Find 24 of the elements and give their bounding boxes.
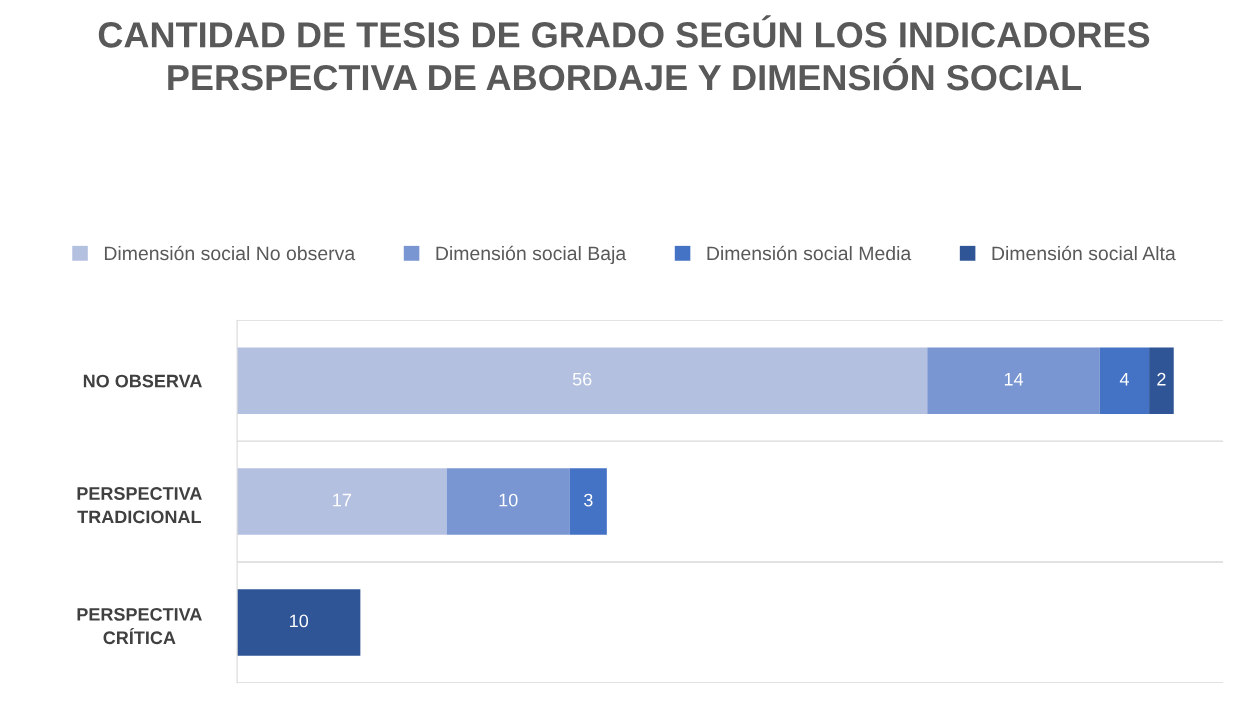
- data-label: 10: [290, 614, 309, 628]
- y-tick-label: PERSPECTIVA TRADICIONAL: [77, 487, 202, 524]
- data-label: 10: [499, 493, 518, 507]
- data-label: 56: [572, 372, 592, 386]
- data-label: 17: [333, 493, 352, 507]
- bar: [237, 468, 447, 535]
- data-label: 14: [1004, 372, 1024, 386]
- data-label: 4: [1119, 372, 1129, 386]
- bar: [1099, 347, 1150, 414]
- bar: [237, 347, 928, 414]
- data-label: 2: [1157, 372, 1166, 386]
- bar: [1149, 347, 1174, 414]
- y-tick-label: PERSPECTIVA CRÍTICA: [77, 607, 202, 645]
- bar: [927, 347, 1100, 414]
- bar: [569, 468, 607, 535]
- bar: [446, 468, 570, 535]
- chart-title: CANTIDAD DE TESIS DE GRADO SEGÚN LOS INDICADORES PERSPECTIVA DE ABORDAJE Y DIMENSIÓN SOCIAL: [98, 15, 1150, 91]
- legend-label: Dimensión social Media: [707, 245, 912, 261]
- data-label: 3: [584, 493, 593, 507]
- y-tick-label: NO OBSERVA: [83, 374, 202, 388]
- legend-label: Dimensión social Baja: [436, 245, 627, 265]
- bar: [237, 589, 361, 656]
- legend-label: Dimensión social No observa: [104, 245, 356, 261]
- legend-label: Dimensión social Alta: [992, 245, 1176, 261]
